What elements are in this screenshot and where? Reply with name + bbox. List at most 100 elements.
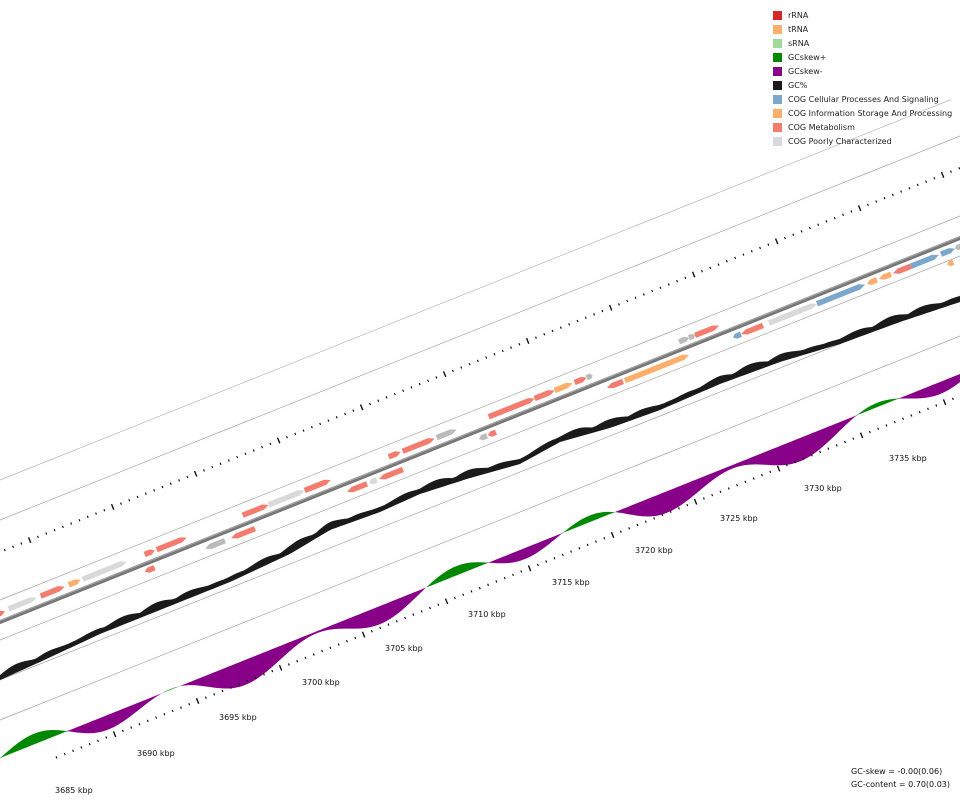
track-ring-line xyxy=(0,135,960,521)
scale-tick-ring xyxy=(55,397,954,759)
gene-feature-arrow xyxy=(573,376,587,385)
scale-minor-tick xyxy=(155,716,158,719)
gene-feature-arrow xyxy=(230,526,256,539)
gene-feature-arrow xyxy=(487,398,535,420)
scale-minor-tick xyxy=(877,427,880,430)
outer-minor-tick xyxy=(891,193,894,197)
scale-minor-tick xyxy=(910,414,913,417)
scale-minor-tick xyxy=(370,630,373,633)
scale-minor-tick xyxy=(644,520,647,523)
backbone-line xyxy=(0,235,960,625)
scale-label-3710: 3710 kbp xyxy=(468,610,506,619)
gene-feature-arrow xyxy=(0,610,6,617)
outer-minor-tick xyxy=(178,479,181,482)
outer-minor-tick xyxy=(949,170,952,173)
gene-feature-arrow xyxy=(947,259,955,267)
scale-minor-tick xyxy=(512,573,514,577)
legend-swatch xyxy=(773,80,782,90)
outer-minor-tick xyxy=(144,492,147,495)
gene-feature-arrow xyxy=(585,373,593,381)
scale-minor-tick xyxy=(769,470,772,474)
scale-minor-tick xyxy=(395,620,398,623)
scale-minor-tick xyxy=(736,483,739,487)
outer-major-tick xyxy=(774,238,779,245)
scale-minor-tick xyxy=(885,424,888,427)
scale-minor-tick xyxy=(810,454,813,457)
scale-minor-tick xyxy=(619,530,622,533)
scale-minor-tick xyxy=(835,444,838,447)
scale-minor-tick xyxy=(669,510,672,513)
outer-minor-tick xyxy=(850,210,853,213)
scale-minor-tick xyxy=(578,547,581,550)
scale-label-3690: 3690 kbp xyxy=(137,749,175,758)
outer-minor-tick xyxy=(883,196,886,200)
scale-minor-tick xyxy=(254,676,257,679)
scale-minor-tick xyxy=(902,417,905,421)
gene-feature-arrow xyxy=(81,561,127,582)
scale-major-tick xyxy=(195,697,200,705)
scale-major-tick xyxy=(444,598,449,605)
scale-minor-tick xyxy=(553,556,556,560)
gene-feature-arrow xyxy=(740,322,764,335)
scale-minor-tick xyxy=(686,503,689,507)
gc-skew-positive-band xyxy=(0,374,960,758)
outer-minor-tick xyxy=(792,233,795,236)
gene-feature-arrow xyxy=(892,263,912,274)
gene-feature-arrow xyxy=(7,597,37,612)
scale-minor-tick xyxy=(744,480,747,484)
legend-item-srna: sRNA xyxy=(773,36,952,50)
outer-minor-tick xyxy=(352,409,355,412)
legend-swatch xyxy=(773,10,782,20)
outer-minor-tick xyxy=(684,276,687,280)
outer-minor-tick xyxy=(626,299,629,303)
outer-major-tick xyxy=(608,304,613,311)
gc-skew-track xyxy=(0,374,960,759)
scale-minor-tick xyxy=(88,742,91,746)
scale-label-3735: 3735 kbp xyxy=(889,454,927,463)
outer-minor-tick xyxy=(319,422,322,426)
scale-minor-tick xyxy=(105,736,108,739)
scale-minor-tick xyxy=(287,663,290,666)
scale-major-tick xyxy=(693,498,698,505)
outer-minor-tick xyxy=(36,535,39,539)
scale-minor-tick xyxy=(462,593,465,596)
outer-minor-tick xyxy=(642,293,645,296)
gene-feature-arrow xyxy=(939,248,955,257)
scale-minor-tick xyxy=(487,583,490,587)
outer-minor-tick xyxy=(261,445,264,449)
outer-minor-tick xyxy=(385,396,388,399)
outer-minor-tick xyxy=(725,260,728,263)
outer-minor-tick xyxy=(61,525,64,529)
outer-minor-tick xyxy=(393,392,396,396)
scale-minor-tick xyxy=(802,457,805,460)
legend-swatch xyxy=(773,122,782,132)
gene-feature-arrow xyxy=(767,303,817,326)
scale-label-3725: 3725 kbp xyxy=(720,514,758,523)
outer-minor-tick xyxy=(45,532,48,535)
gene-feature-arrow xyxy=(815,284,865,307)
scale-minor-tick xyxy=(545,560,548,563)
scale-minor-tick xyxy=(429,606,431,610)
scale-minor-tick xyxy=(561,553,564,557)
scale-label-3700: 3700 kbp xyxy=(302,678,340,687)
scale-minor-tick xyxy=(586,543,589,547)
gene-feature-arrow xyxy=(909,254,939,269)
outer-minor-tick xyxy=(119,502,122,505)
scale-minor-tick xyxy=(661,513,664,517)
legend-item-gcskew-plus: GCskew+ xyxy=(773,50,952,64)
gene-feature-arrow xyxy=(533,390,555,401)
outer-minor-tick xyxy=(667,283,670,286)
outer-major-tick xyxy=(276,437,281,444)
outer-minor-tick xyxy=(676,279,679,283)
outer-minor-tick xyxy=(128,499,131,502)
scale-minor-tick xyxy=(213,693,216,696)
outer-minor-tick xyxy=(153,489,156,492)
legend-item-gc-percent: GC% xyxy=(773,78,952,92)
legend-item-cog-poorly: COG Poorly Characterized xyxy=(773,134,952,148)
scale-minor-tick xyxy=(163,713,166,716)
gene-feature-arrow xyxy=(606,378,624,389)
scale-minor-tick xyxy=(794,460,797,464)
gene-feature-arrow xyxy=(241,504,269,518)
scale-minor-tick xyxy=(819,450,822,454)
outer-minor-tick xyxy=(427,379,430,383)
